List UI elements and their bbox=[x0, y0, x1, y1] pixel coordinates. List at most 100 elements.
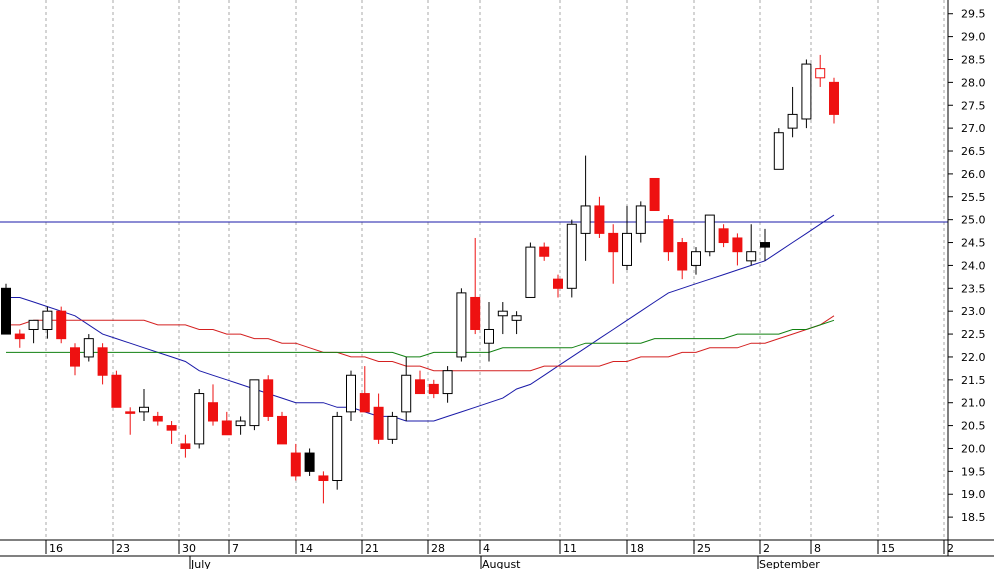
y-tick-label: 23.5 bbox=[961, 282, 986, 295]
x-tick-label: 11 bbox=[563, 542, 577, 555]
candle-35 bbox=[484, 302, 494, 362]
candle-body bbox=[608, 232, 619, 253]
candle-body bbox=[1, 287, 11, 335]
candle-body bbox=[718, 228, 729, 244]
candle-body bbox=[235, 420, 246, 427]
candle-body bbox=[166, 425, 177, 431]
candle-5 bbox=[70, 343, 80, 376]
y-tick-label: 19.5 bbox=[961, 465, 986, 478]
month-label: September bbox=[759, 558, 820, 569]
candle-16 bbox=[221, 411, 232, 436]
candle-body bbox=[622, 232, 632, 266]
candle-body bbox=[263, 379, 274, 417]
month-label: August bbox=[482, 558, 521, 569]
candle-32 bbox=[442, 366, 453, 403]
candle-0 bbox=[1, 283, 11, 335]
y-tick-label: 24.0 bbox=[961, 259, 986, 272]
series-line-2 bbox=[6, 319, 835, 358]
candle-60 bbox=[829, 77, 839, 124]
candle-30 bbox=[415, 370, 425, 395]
candle-19 bbox=[263, 375, 274, 422]
candle-25 bbox=[346, 370, 356, 422]
axes bbox=[0, 0, 994, 557]
candle-body bbox=[318, 475, 329, 482]
y-tick-label: 27.0 bbox=[961, 122, 986, 135]
candle-body bbox=[221, 420, 232, 436]
candle-body bbox=[14, 333, 25, 340]
candle-body bbox=[746, 251, 757, 262]
candle-body bbox=[511, 315, 522, 321]
candle-53 bbox=[732, 233, 743, 266]
candle-body bbox=[359, 393, 370, 413]
candle-52 bbox=[718, 224, 729, 248]
candle-12 bbox=[166, 421, 177, 444]
candle-body bbox=[97, 347, 108, 376]
y-tick-label: 21.0 bbox=[961, 397, 986, 410]
y-tick-label: 19.0 bbox=[961, 488, 986, 501]
candle-7 bbox=[97, 343, 108, 385]
candle-50 bbox=[691, 247, 701, 275]
candle-body bbox=[346, 374, 356, 413]
candle-11 bbox=[152, 411, 163, 426]
candle-20 bbox=[277, 411, 287, 445]
candle-body bbox=[539, 246, 550, 257]
candle-34 bbox=[470, 237, 481, 335]
candle-6 bbox=[83, 334, 94, 362]
candle-54 bbox=[746, 224, 757, 266]
candle-10 bbox=[139, 388, 149, 422]
candle-9 bbox=[125, 407, 136, 435]
y-tick-label: 21.5 bbox=[961, 374, 986, 387]
candle-29 bbox=[401, 356, 412, 422]
candle-37 bbox=[511, 311, 522, 335]
candle-body bbox=[525, 246, 536, 298]
y-tick-label: 26.0 bbox=[961, 168, 986, 181]
candle-58 bbox=[801, 59, 812, 129]
candle-2 bbox=[28, 319, 39, 344]
month-label: July bbox=[190, 558, 211, 569]
candle-body bbox=[456, 292, 467, 358]
candle-15 bbox=[208, 384, 218, 426]
x-tick-label: 23 bbox=[116, 542, 130, 555]
x-tick-label: 2 bbox=[947, 542, 954, 555]
x-tick-label: 18 bbox=[630, 542, 644, 555]
candle-body bbox=[428, 383, 439, 395]
candle-body bbox=[801, 63, 812, 120]
x-tick-label: 2 bbox=[763, 542, 770, 555]
candle-18 bbox=[249, 379, 260, 431]
candle-47 bbox=[649, 177, 660, 212]
candle-59 bbox=[815, 54, 826, 87]
candle-3 bbox=[42, 306, 53, 339]
candle-body bbox=[304, 452, 315, 472]
candle-42 bbox=[580, 155, 591, 261]
candle-body bbox=[28, 319, 39, 330]
candle-46 bbox=[635, 201, 646, 243]
candle-31 bbox=[428, 379, 439, 399]
y-tick-label: 28.0 bbox=[961, 76, 986, 89]
x-tick-label: 7 bbox=[232, 542, 239, 555]
candle-body bbox=[663, 219, 674, 253]
x-tick-label: 16 bbox=[49, 542, 63, 555]
y-tick-label: 20.5 bbox=[961, 420, 986, 433]
series-line-0 bbox=[6, 214, 835, 422]
candle-body bbox=[815, 68, 826, 79]
candle-48 bbox=[663, 215, 674, 261]
candle-body bbox=[470, 296, 481, 330]
y-axis-ticks: 18.5 19.0 19.5 20.0 20.5 21.0 21.5 22.0 22.5 23.0… bbox=[948, 8, 986, 524]
candles bbox=[1, 54, 839, 504]
candle-body bbox=[290, 452, 301, 477]
candle-8 bbox=[111, 370, 122, 408]
candle-57 bbox=[787, 86, 798, 138]
y-tick-label: 26.5 bbox=[961, 145, 986, 158]
y-tick-label: 25.5 bbox=[961, 191, 986, 204]
y-tick-label: 25.0 bbox=[961, 214, 986, 227]
candle-24 bbox=[332, 411, 343, 490]
candle-body bbox=[401, 374, 412, 413]
y-tick-label: 20.0 bbox=[961, 442, 986, 455]
candle-body bbox=[373, 406, 384, 440]
candle-49 bbox=[677, 237, 688, 280]
candle-body bbox=[677, 242, 688, 271]
candle-body bbox=[56, 310, 67, 340]
moving-average-lines bbox=[6, 214, 835, 422]
